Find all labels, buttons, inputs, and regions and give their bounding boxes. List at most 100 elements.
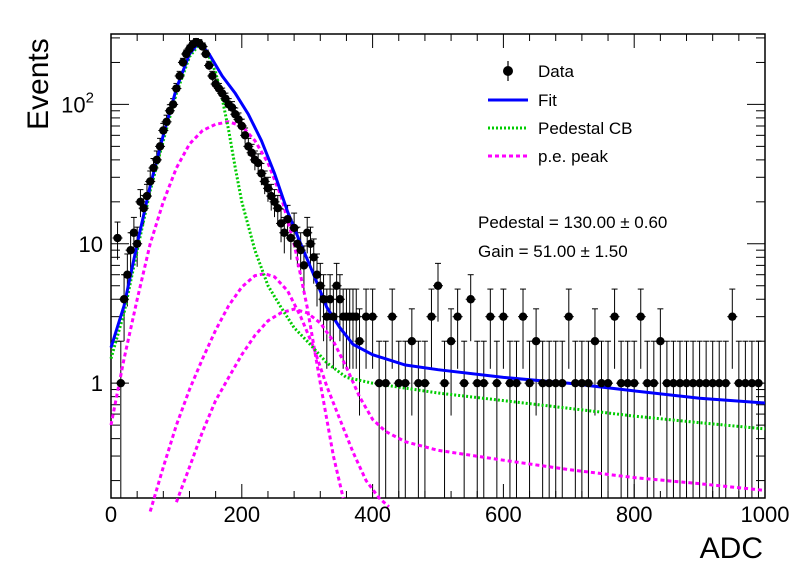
data-point (296, 245, 305, 255)
data-point (610, 312, 619, 321)
x-tick-labels: 0 200 400 600 800 1000 (105, 502, 790, 527)
y-tick-label: 1 (91, 371, 103, 396)
data-point (119, 295, 129, 304)
data-point (420, 378, 430, 388)
data-point (139, 204, 148, 213)
data-point (499, 312, 508, 321)
data-point (322, 312, 332, 321)
legend-label-fit: Fit (538, 91, 557, 110)
data-point (688, 378, 698, 388)
data-point (208, 71, 217, 81)
data-point (747, 378, 757, 388)
y-axis-title: Events (22, 38, 55, 130)
pe-peak-curve-1 (109, 120, 345, 499)
data-point (453, 312, 462, 321)
data-point (538, 378, 547, 388)
y-tick-label: 102 (61, 89, 94, 117)
data-point (204, 61, 214, 70)
data-point (616, 378, 626, 388)
data-point (486, 312, 495, 321)
data-point (332, 281, 341, 290)
x-tick-label: 400 (354, 502, 391, 527)
data-point (146, 177, 155, 186)
data-point (319, 295, 328, 304)
data-point (227, 103, 237, 112)
data-point (178, 58, 188, 67)
x-tick-label: 600 (485, 502, 522, 527)
data-point (152, 155, 161, 165)
data-point (682, 378, 691, 388)
annotation-gain: Gain = 51.00 ± 1.50 (478, 242, 628, 261)
data-point (590, 337, 600, 346)
data-point (309, 253, 318, 262)
data-point (293, 239, 302, 248)
data-point (721, 378, 730, 388)
data-point (505, 378, 515, 388)
data-point (466, 295, 475, 304)
data-point (741, 378, 750, 388)
annotation-pedestal: Pedestal = 130.00 ± 0.60 (478, 213, 667, 232)
data-point (270, 197, 279, 207)
data-point (531, 337, 541, 346)
legend-label-pedestal: Pedestal CB (538, 119, 633, 138)
x-tick-label: 200 (223, 502, 260, 527)
data-point (260, 177, 269, 186)
data-point (352, 312, 361, 321)
data-point (754, 378, 763, 388)
data-point (329, 312, 338, 321)
data-point (129, 228, 139, 237)
data-point (715, 378, 724, 388)
data-point (123, 270, 132, 279)
data-point (299, 261, 309, 270)
data-point (525, 378, 534, 388)
data-point (149, 163, 158, 173)
y-tick-label: 10 (79, 232, 103, 257)
data-point (201, 49, 211, 59)
data-point (286, 233, 296, 243)
legend-label-data: Data (538, 62, 574, 81)
data-points (113, 37, 763, 388)
pe-peak-curve-3 (174, 307, 766, 503)
data-point (368, 312, 377, 321)
data-point (325, 295, 335, 304)
data-point (276, 219, 286, 228)
data-point (316, 281, 325, 290)
data-point (603, 378, 613, 388)
data-point (240, 131, 250, 140)
data-point (175, 71, 184, 81)
data-point (440, 378, 449, 388)
data-point (544, 378, 554, 388)
data-point (518, 312, 528, 321)
legend: Data Fit Pedestal CB p.e. peak (488, 61, 633, 166)
data-point (132, 239, 142, 248)
data-point (479, 378, 488, 388)
data-point (662, 378, 672, 388)
data-point (597, 378, 606, 388)
data-point (273, 204, 282, 213)
data-point (244, 142, 253, 151)
data-point (283, 215, 292, 224)
legend-label-pe: p.e. peak (538, 147, 608, 166)
data-point (168, 100, 178, 109)
data-point (643, 378, 652, 388)
data-point (394, 378, 403, 388)
x-tick-label: 800 (616, 502, 653, 527)
legend-data-marker (503, 61, 513, 81)
data-point (636, 312, 645, 321)
data-point (253, 158, 263, 168)
data-point (401, 378, 410, 388)
x-tick-label: 0 (105, 502, 117, 527)
data-point (512, 378, 521, 388)
data-point (459, 378, 469, 388)
data-point (388, 312, 397, 321)
data-point (407, 337, 417, 346)
data-point (136, 197, 145, 207)
data-point (473, 378, 482, 388)
data-point (159, 126, 168, 135)
data-point (237, 121, 246, 131)
data-point (162, 117, 171, 127)
data-point (695, 378, 704, 388)
data-point (701, 378, 711, 388)
x-tick-label: 1000 (741, 502, 790, 527)
